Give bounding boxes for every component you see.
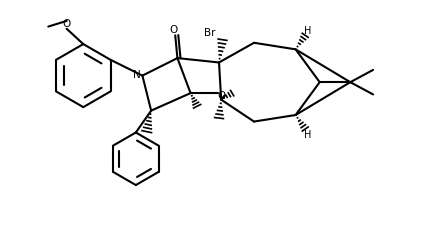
Text: Br: Br [205, 28, 216, 38]
Text: H: H [304, 26, 311, 36]
Text: H: H [304, 130, 311, 140]
Text: N: N [133, 70, 141, 80]
Text: O: O [217, 91, 225, 101]
Text: O: O [63, 19, 71, 29]
Text: O: O [169, 25, 177, 35]
